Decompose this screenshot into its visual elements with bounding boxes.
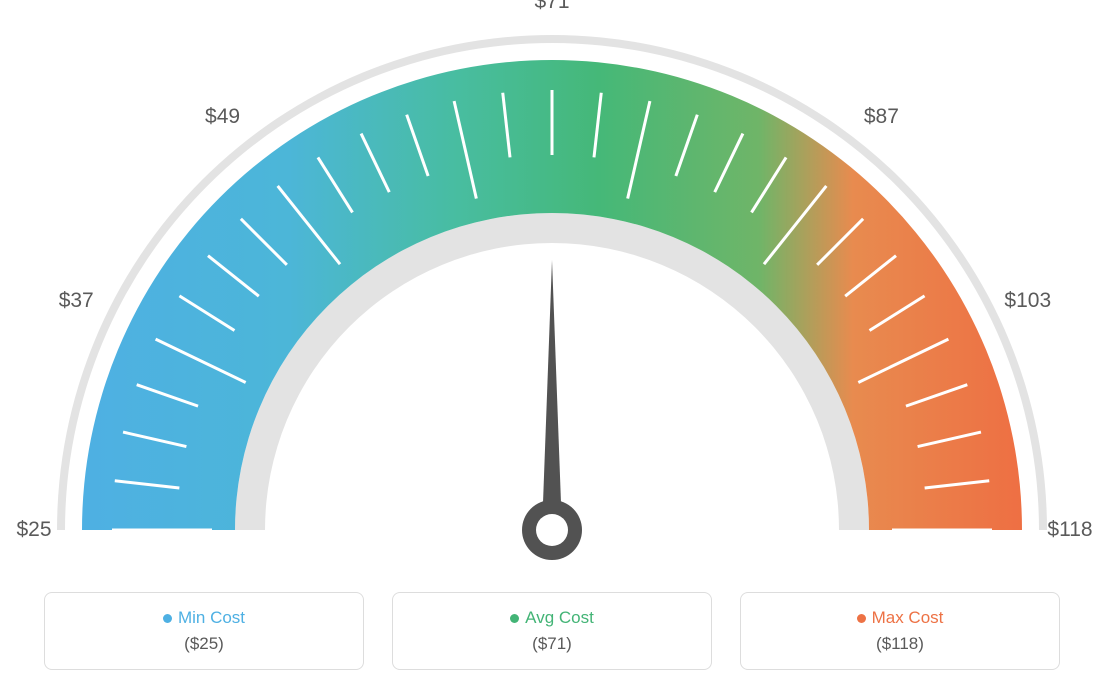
dot-icon bbox=[510, 614, 519, 623]
gauge-tick-label: $25 bbox=[16, 518, 51, 542]
gauge-tick-label: $37 bbox=[59, 289, 94, 313]
legend-value-avg: ($71) bbox=[532, 634, 572, 654]
gauge-tick-label: $49 bbox=[205, 105, 240, 129]
legend-title-avg: Avg Cost bbox=[510, 608, 594, 628]
legend-title-text: Avg Cost bbox=[525, 608, 594, 628]
gauge-area: $25 $37 $49 $71 $87 $103 $118 bbox=[0, 0, 1104, 570]
legend-value-max: ($118) bbox=[876, 634, 924, 654]
legend-title-text: Min Cost bbox=[178, 608, 245, 628]
legend-card-min: Min Cost ($25) bbox=[44, 592, 364, 670]
gauge-svg bbox=[0, 0, 1104, 570]
gauge-tick-label: $71 bbox=[534, 0, 569, 14]
legend-card-max: Max Cost ($118) bbox=[740, 592, 1060, 670]
legend-title-text: Max Cost bbox=[872, 608, 944, 628]
legend-title-max: Max Cost bbox=[857, 608, 944, 628]
gauge-tick-label: $87 bbox=[864, 105, 899, 129]
legend-row: Min Cost ($25) Avg Cost ($71) Max Cost (… bbox=[0, 592, 1104, 670]
legend-value-min: ($25) bbox=[184, 634, 224, 654]
legend-title-min: Min Cost bbox=[163, 608, 245, 628]
legend-card-avg: Avg Cost ($71) bbox=[392, 592, 712, 670]
gauge-chart-container: $25 $37 $49 $71 $87 $103 $118 Min Cost ($25) A… bbox=[0, 0, 1104, 690]
gauge-tick-label: $118 bbox=[1047, 518, 1092, 542]
dot-icon bbox=[163, 614, 172, 623]
dot-icon bbox=[857, 614, 866, 623]
gauge-tick-label: $103 bbox=[1004, 289, 1051, 313]
